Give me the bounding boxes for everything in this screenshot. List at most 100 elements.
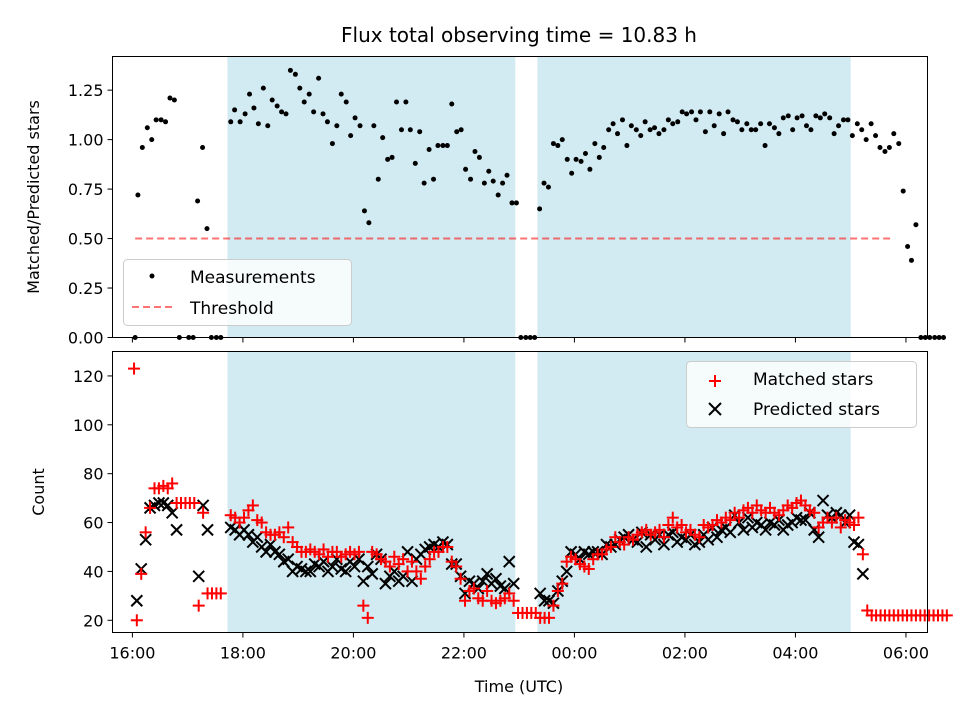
measurement-point bbox=[255, 121, 261, 127]
measurement-point bbox=[149, 137, 155, 143]
measurement-point bbox=[679, 109, 685, 115]
bottom-xtick-label: 18:00 bbox=[220, 644, 266, 663]
measurement-point bbox=[628, 123, 634, 129]
predicted-star-point bbox=[538, 594, 551, 607]
measurement-point bbox=[656, 131, 662, 137]
top-ytick-label: 1.00 bbox=[68, 131, 104, 150]
measurement-point bbox=[748, 127, 754, 133]
measurement-point bbox=[167, 95, 173, 101]
bottom-xtick-label: 16:00 bbox=[109, 644, 155, 663]
matched-star-point bbox=[808, 506, 821, 519]
bottom-xtick-label: 20:00 bbox=[330, 644, 376, 663]
matched-star-point bbox=[277, 531, 290, 544]
matched-star-point bbox=[551, 584, 564, 597]
top-ytick-label: 0.00 bbox=[68, 329, 104, 348]
measurement-point bbox=[463, 166, 469, 172]
matched-star-point bbox=[410, 565, 423, 578]
measurement-point bbox=[537, 206, 543, 212]
matched-star-point bbox=[361, 611, 374, 624]
measurement-point bbox=[927, 335, 933, 340]
measurement-point bbox=[582, 150, 588, 156]
measurement-point bbox=[693, 117, 699, 123]
measurement-point bbox=[730, 117, 736, 123]
measurement-point bbox=[476, 154, 482, 160]
matched-star-point bbox=[166, 477, 179, 490]
predicted-star-point bbox=[701, 533, 715, 546]
measurement-point bbox=[707, 109, 713, 115]
matched-star-point bbox=[547, 599, 560, 612]
measurement-point bbox=[799, 113, 805, 119]
matched-star-point bbox=[130, 614, 143, 627]
matched-star-point bbox=[317, 543, 330, 556]
measurement-point bbox=[361, 208, 367, 214]
measurement-point bbox=[334, 123, 340, 129]
matched-star-point bbox=[388, 550, 401, 563]
measurement-point bbox=[564, 156, 570, 162]
matched-star-point bbox=[604, 540, 617, 553]
matched-star-point bbox=[582, 562, 595, 575]
matched-star-point bbox=[848, 518, 861, 531]
measurement-point bbox=[813, 113, 819, 119]
bottom-ytick-label: 40 bbox=[83, 562, 103, 581]
bottom-ylabel: Count bbox=[29, 468, 48, 516]
matched-star-point bbox=[693, 531, 706, 544]
bottom-ytick-label: 20 bbox=[83, 611, 103, 630]
matched-star-point bbox=[746, 506, 759, 519]
measurement-point bbox=[380, 135, 386, 141]
measurement-point bbox=[827, 115, 833, 121]
measurement-point bbox=[638, 133, 644, 139]
measurement-point bbox=[624, 143, 630, 149]
matched-star-point bbox=[675, 518, 688, 531]
matched-star-point bbox=[197, 506, 210, 519]
top-panel: 0.00 0.25 0.50 0.75 1.00 1.25 Matched/Predict… bbox=[24, 56, 947, 348]
predicted-star-point bbox=[503, 555, 516, 568]
predicted-star-point bbox=[130, 594, 144, 607]
measurement-point bbox=[610, 121, 616, 127]
matched-star-point bbox=[666, 511, 679, 524]
measurement-point bbox=[849, 133, 855, 139]
predicted-star-point bbox=[273, 548, 286, 561]
matched-star-point bbox=[856, 548, 869, 561]
measurement-point bbox=[555, 143, 561, 149]
measurement-point bbox=[375, 176, 381, 182]
predicted-star-point bbox=[489, 572, 503, 585]
measurement-point bbox=[601, 145, 607, 151]
matched-star-point bbox=[653, 523, 666, 536]
predicted-star-point bbox=[365, 567, 379, 581]
measurement-point bbox=[301, 99, 307, 105]
bottom-shaded-span-0 bbox=[227, 351, 516, 633]
bottom-ytick-label: 100 bbox=[73, 416, 104, 435]
measurement-point bbox=[702, 129, 708, 135]
measurement-point bbox=[877, 145, 883, 151]
measurement-point bbox=[863, 137, 869, 143]
measurement-point bbox=[357, 123, 363, 129]
measurement-point bbox=[352, 115, 358, 121]
measurement-point bbox=[449, 101, 455, 107]
matched-star-point bbox=[507, 594, 520, 607]
matched-star-point bbox=[940, 609, 953, 622]
measurement-point bbox=[260, 85, 266, 91]
measurement-point bbox=[389, 154, 395, 160]
measurement-point bbox=[500, 180, 506, 186]
top-legend: Measurements Threshold bbox=[123, 259, 352, 326]
measurement-point bbox=[716, 111, 722, 117]
measurement-point bbox=[725, 109, 731, 115]
matched-star-point bbox=[135, 567, 148, 580]
predicted-star-point bbox=[264, 538, 277, 551]
measurement-point bbox=[426, 147, 432, 153]
matched-star-point bbox=[441, 540, 454, 553]
measurement-point bbox=[831, 131, 837, 137]
predicted-star-point bbox=[657, 538, 671, 551]
measurement-point bbox=[269, 97, 275, 103]
top-ytick-label: 0.75 bbox=[68, 180, 104, 199]
predicted-star-point bbox=[259, 545, 273, 559]
matched-star-point bbox=[238, 511, 251, 524]
measurement-point bbox=[652, 125, 658, 131]
measurement-point bbox=[661, 127, 667, 133]
bottom-ytick-label: 120 bbox=[73, 367, 104, 386]
matched-star-point bbox=[246, 499, 259, 512]
measurement-point bbox=[297, 85, 303, 91]
measurement-point bbox=[744, 121, 750, 127]
bottom-xtick-label: 02:00 bbox=[662, 644, 708, 663]
measurement-point bbox=[780, 115, 786, 121]
